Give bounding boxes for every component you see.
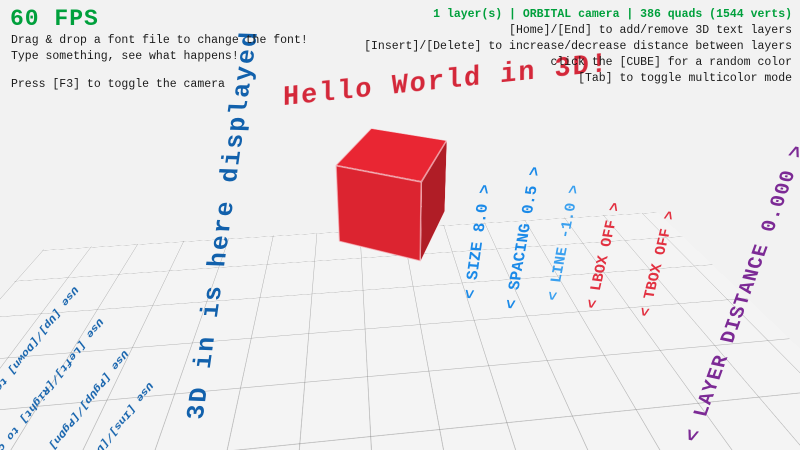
hint-toggle-camera: Press [F3] to toggle the camera <box>11 78 225 91</box>
hint-drag-drop-font: Drag & drop a font file to change the fo… <box>11 34 308 47</box>
hint-add-remove-layers: [Home]/[End] to add/remove 3D text layer… <box>509 24 792 37</box>
fps-counter: 60 FPS <box>10 6 99 32</box>
hud-left-text: Drag & drop a font file to change the fo… <box>11 33 308 93</box>
hint-cube-random-color: click the [CUBE] for a random color <box>550 56 792 69</box>
hint-type-something: Type something, see what happens! <box>11 50 239 63</box>
scene-stats-line: 1 layer(s) | ORBITAL camera | 386 quads … <box>433 8 792 21</box>
spacer <box>11 65 308 77</box>
hint-layer-distance: [Insert]/[Delete] to increase/decrease d… <box>364 40 792 53</box>
hint-multicolor-mode: [Tab] to toggle multicolor mode <box>578 72 792 85</box>
hud-right-text: 1 layer(s) | ORBITAL camera | 386 quads … <box>364 7 792 87</box>
